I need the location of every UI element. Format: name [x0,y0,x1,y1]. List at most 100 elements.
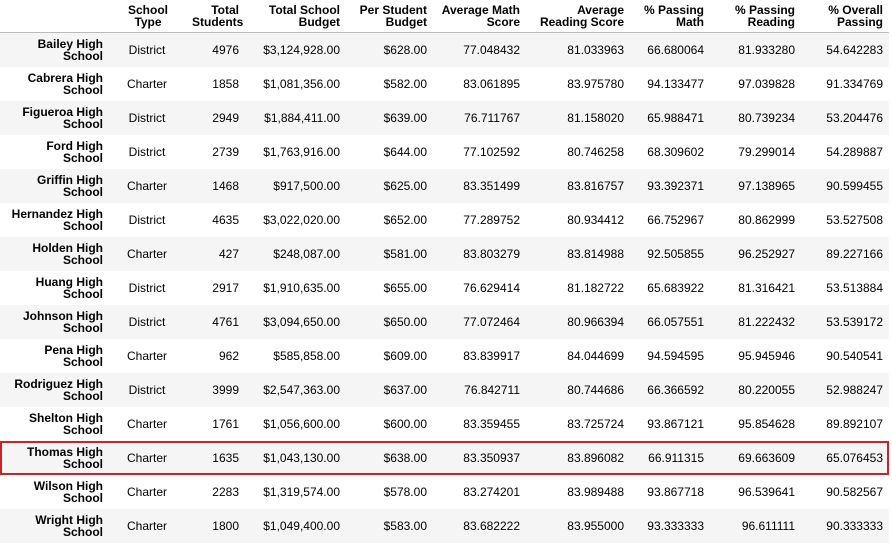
table-cell: 93.333333 [630,509,710,543]
table-cell: Charter [108,169,188,203]
table-cell: $3,094,650.00 [245,305,346,339]
table-cell: 66.366592 [630,373,710,407]
table-cell: 2739 [188,135,245,169]
table-cell: 94.133477 [630,67,710,101]
table-cell: 54.642283 [801,33,889,68]
table-cell: 76.711767 [433,101,526,135]
school-name: Wilson High School [0,475,108,509]
table-cell: 2917 [188,271,245,305]
table-cell: 83.814988 [526,237,630,271]
table-cell: 91.334769 [801,67,889,101]
table-cell: Charter [108,407,188,441]
column-header: % Overall Passing [801,0,889,33]
table-cell: 90.333333 [801,509,889,543]
school-name: Rodriguez High School [0,373,108,407]
table-cell: District [108,33,188,68]
school-name: Griffin High School [0,169,108,203]
table-cell: 66.057551 [630,305,710,339]
table-cell: $628.00 [346,33,433,68]
table-cell: 1761 [188,407,245,441]
table-cell: 97.138965 [710,169,801,203]
table-cell: $638.00 [346,441,433,475]
table-cell: 90.540541 [801,339,889,373]
table-cell: $609.00 [346,339,433,373]
table-cell: 89.892107 [801,407,889,441]
table-cell: $1,056,600.00 [245,407,346,441]
table-cell: 83.839917 [433,339,526,373]
table-cell: 93.867121 [630,407,710,441]
school-name: Johnson High School [0,305,108,339]
table-cell: Charter [108,475,188,509]
school-name: Cabrera High School [0,67,108,101]
table-cell: 95.854628 [710,407,801,441]
table-cell: $639.00 [346,101,433,135]
table-cell: 97.039828 [710,67,801,101]
table-cell: $1,043,130.00 [245,441,346,475]
table-cell: $3,022,020.00 [245,203,346,237]
table-cell: 83.989488 [526,475,630,509]
table-cell: 1858 [188,67,245,101]
table-cell: 81.222432 [710,305,801,339]
table-cell: $585,858.00 [245,339,346,373]
table-cell: 90.582567 [801,475,889,509]
table-cell: 83.955000 [526,509,630,543]
table-cell: 1800 [188,509,245,543]
table-cell: $625.00 [346,169,433,203]
table-cell: 94.594595 [630,339,710,373]
school-name: Shelton High School [0,407,108,441]
table-cell: 76.629414 [433,271,526,305]
table-cell: 427 [188,237,245,271]
table-cell: 52.988247 [801,373,889,407]
table-cell: 66.680064 [630,33,710,68]
school-name: Thomas High School [0,441,108,475]
table-cell: 83.896082 [526,441,630,475]
table-cell: 83.351499 [433,169,526,203]
table-cell: 83.359455 [433,407,526,441]
table-cell: 65.076453 [801,441,889,475]
table-cell: $1,049,400.00 [245,509,346,543]
table-cell: 83.975780 [526,67,630,101]
table-cell: Charter [108,237,188,271]
table-cell: Charter [108,509,188,543]
table-cell: $582.00 [346,67,433,101]
table-cell: 66.752967 [630,203,710,237]
school-name: Ford High School [0,135,108,169]
table-cell: 81.033963 [526,33,630,68]
table-cell: 93.867718 [630,475,710,509]
table-cell: 83.816757 [526,169,630,203]
table-cell: 962 [188,339,245,373]
table-cell: 80.934412 [526,203,630,237]
school-name: Hernandez High School [0,203,108,237]
school-name: Bailey High School [0,33,108,68]
table-cell: $578.00 [346,475,433,509]
column-header: % Passing Reading [710,0,801,33]
table-cell: 81.158020 [526,101,630,135]
school-name: Holden High School [0,237,108,271]
column-header: Average Math Score [433,0,526,33]
table-cell: 2949 [188,101,245,135]
table-cell: 93.392371 [630,169,710,203]
table-cell: $1,319,574.00 [245,475,346,509]
table-cell: 76.842711 [433,373,526,407]
table-cell: District [108,135,188,169]
table-cell: 53.204476 [801,101,889,135]
column-header: % Passing Math [630,0,710,33]
table-cell: $637.00 [346,373,433,407]
table-cell: 4761 [188,305,245,339]
school-name: Huang High School [0,271,108,305]
index-header [0,0,108,33]
table-cell: $581.00 [346,237,433,271]
table-cell: 83.274201 [433,475,526,509]
table-cell: 80.744686 [526,373,630,407]
